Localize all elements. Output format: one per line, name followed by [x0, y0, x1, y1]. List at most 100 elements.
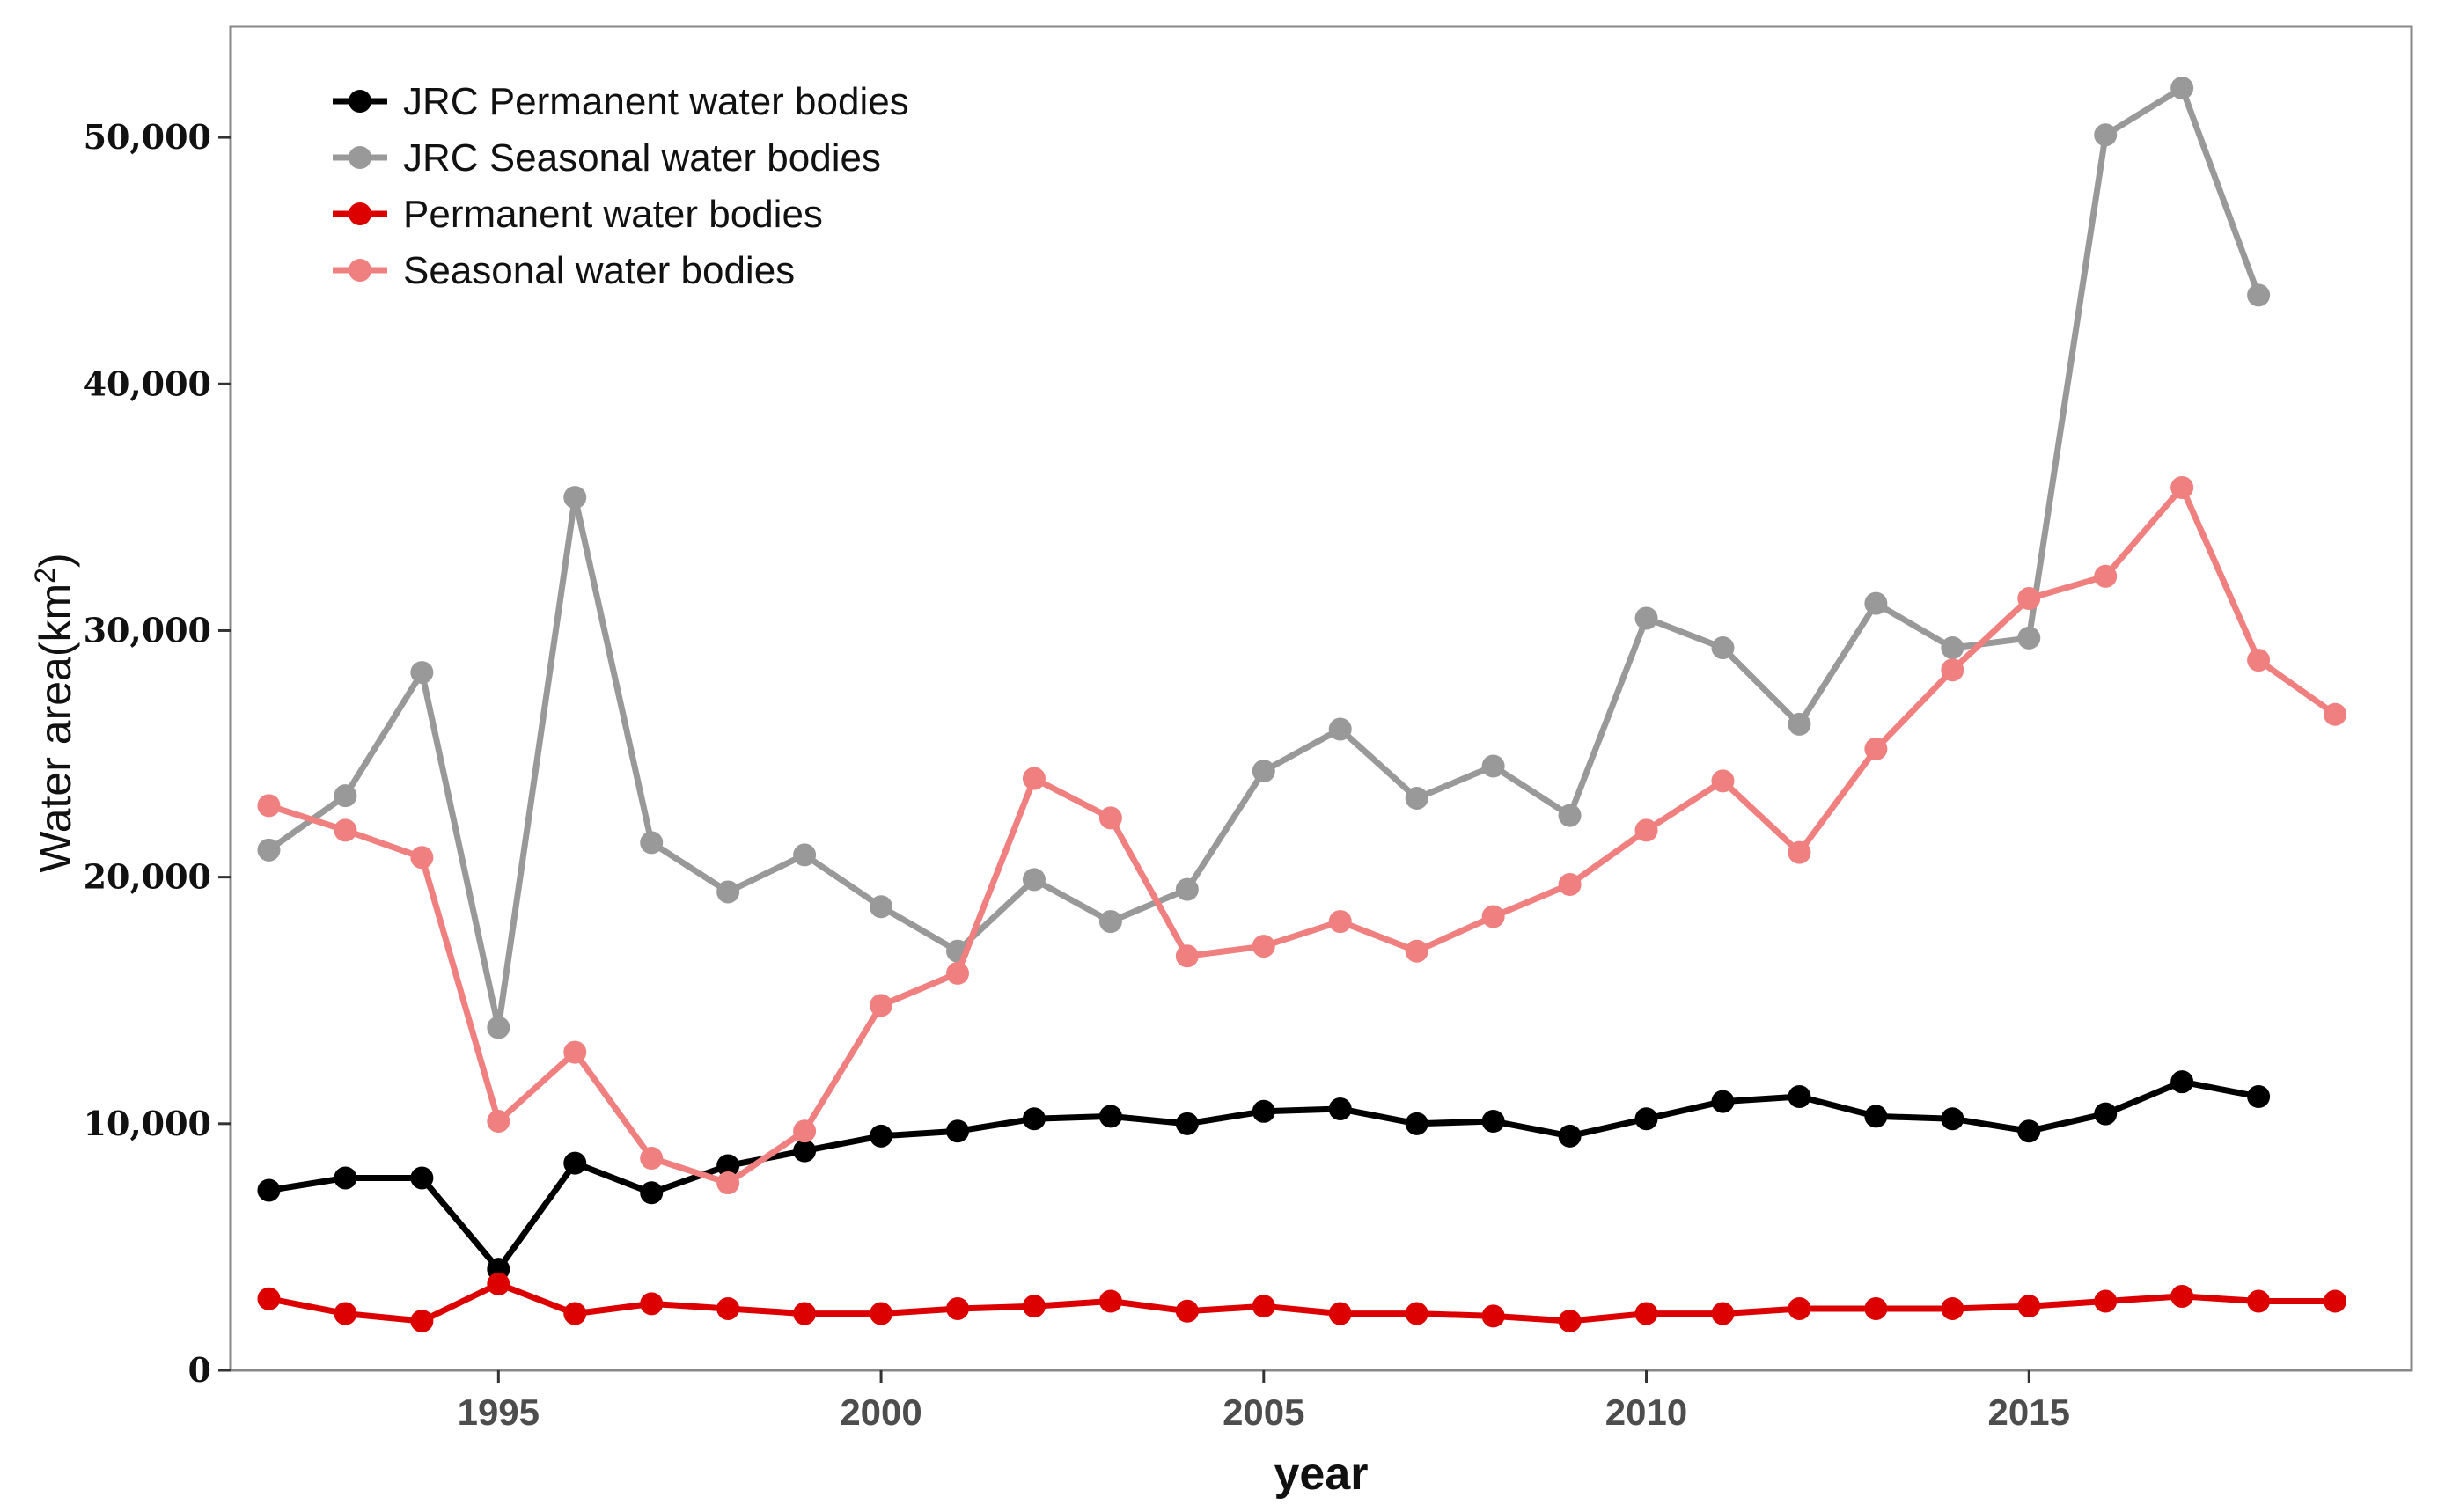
- y-tick-label: 50,000: [84, 117, 211, 157]
- data-point: [2247, 649, 2271, 672]
- data-point: [1405, 1302, 1428, 1325]
- data-point: [1941, 636, 1964, 660]
- data-point: [1175, 877, 1199, 901]
- data-point: [487, 1110, 510, 1134]
- data-point: [257, 1287, 281, 1310]
- data-point: [870, 994, 893, 1017]
- data-point: [1022, 767, 1046, 790]
- data-point: [1788, 1084, 1811, 1108]
- data-point: [1328, 1302, 1352, 1325]
- y-tick-label: 20,000: [84, 857, 211, 897]
- data-point: [1558, 1124, 1582, 1148]
- data-point: [640, 1147, 664, 1171]
- legend-swatch-marker: [349, 202, 371, 225]
- data-point: [2094, 564, 2118, 588]
- series-layer: [257, 77, 2347, 1332]
- legend-item-permanent-water-bodies: Permanent water bodies: [333, 193, 823, 236]
- data-point: [1252, 935, 1275, 958]
- x-axis-label: year: [1274, 1449, 1369, 1500]
- data-point: [1711, 769, 1735, 793]
- legend-label: Seasonal water bodies: [403, 249, 795, 292]
- data-point: [410, 1166, 434, 1190]
- data-point: [257, 794, 281, 818]
- legend-item-seasonal-water-bodies: Seasonal water bodies: [333, 249, 795, 292]
- data-point: [1634, 818, 1658, 842]
- data-point: [1711, 1090, 1735, 1113]
- data-point: [2170, 77, 2194, 100]
- data-point: [716, 1154, 740, 1178]
- legend-swatch-marker: [349, 146, 371, 169]
- data-point: [640, 1292, 664, 1316]
- data-point: [487, 1272, 510, 1295]
- data-point: [1558, 804, 1582, 827]
- data-point: [1252, 1099, 1275, 1123]
- data-point: [793, 843, 817, 867]
- legend-item-jrc-seasonal-water-bodies: JRC Seasonal water bodies: [333, 136, 881, 180]
- x-tick-label: 2005: [1223, 1391, 1304, 1433]
- x-tick-label: 2015: [1988, 1391, 2070, 1433]
- legend-label: JRC Permanent water bodies: [403, 80, 909, 123]
- data-point: [563, 1040, 587, 1064]
- data-point: [334, 784, 357, 808]
- data-point: [1558, 1309, 1582, 1332]
- data-point: [1941, 1296, 1964, 1320]
- data-point: [2094, 1289, 2118, 1313]
- data-point: [2247, 283, 2271, 307]
- data-point: [870, 1302, 893, 1325]
- data-point: [1864, 1296, 1888, 1320]
- data-point: [1252, 760, 1275, 783]
- data-point: [257, 1178, 281, 1202]
- legend-item-jrc-permanent-water-bodies: JRC Permanent water bodies: [333, 80, 909, 123]
- data-point: [1175, 944, 1199, 968]
- data-point: [334, 1302, 357, 1325]
- legend-swatch-marker: [349, 259, 371, 282]
- data-point: [2170, 1070, 2194, 1094]
- data-point: [1634, 1302, 1658, 1325]
- data-point: [1941, 658, 1964, 682]
- data-point: [563, 486, 587, 510]
- data-point: [2324, 1289, 2347, 1313]
- data-point: [1481, 905, 1505, 928]
- data-point: [1328, 1097, 1352, 1121]
- data-point: [793, 1302, 817, 1325]
- data-point: [716, 880, 740, 904]
- series-line-permanent-water-bodies: [266, 1281, 2339, 1325]
- series-permanent-water-bodies: [257, 1272, 2347, 1332]
- data-point: [2094, 1102, 2118, 1126]
- data-point: [2170, 1284, 2194, 1308]
- data-point: [1481, 1304, 1505, 1328]
- data-point: [410, 1309, 434, 1332]
- data-point: [1328, 717, 1352, 741]
- data-point: [1634, 1107, 1658, 1131]
- data-point: [1558, 873, 1582, 897]
- data-point: [563, 1302, 587, 1325]
- data-point: [2094, 123, 2118, 147]
- data-point: [2017, 626, 2041, 650]
- legend-swatch-marker: [349, 90, 371, 113]
- data-point: [257, 838, 281, 862]
- data-point: [1864, 737, 1888, 760]
- data-point: [1098, 910, 1122, 934]
- data-point: [1711, 636, 1735, 660]
- series-seasonal-water-bodies: [257, 475, 2347, 1195]
- data-point: [1864, 591, 1888, 615]
- data-point: [2017, 1119, 2041, 1143]
- data-point: [1481, 754, 1505, 778]
- legend-label: JRC Seasonal water bodies: [403, 136, 881, 180]
- data-point: [1711, 1302, 1735, 1325]
- data-point: [946, 1119, 969, 1143]
- data-point: [1481, 1110, 1505, 1134]
- data-point: [716, 1296, 740, 1320]
- axes: 0 10,000 20,000 30,000 40,000 50,000 1995 2000 2…: [84, 117, 2070, 1433]
- legend-label: Permanent water bodies: [403, 193, 823, 236]
- data-point: [870, 895, 893, 919]
- y-tick-label: 40,000: [84, 363, 211, 403]
- y-axis-label: Water area(km2): [29, 553, 80, 872]
- data-point: [2247, 1084, 2271, 1108]
- data-point: [1098, 1289, 1122, 1313]
- data-point: [1098, 1105, 1122, 1128]
- data-point: [793, 1139, 817, 1163]
